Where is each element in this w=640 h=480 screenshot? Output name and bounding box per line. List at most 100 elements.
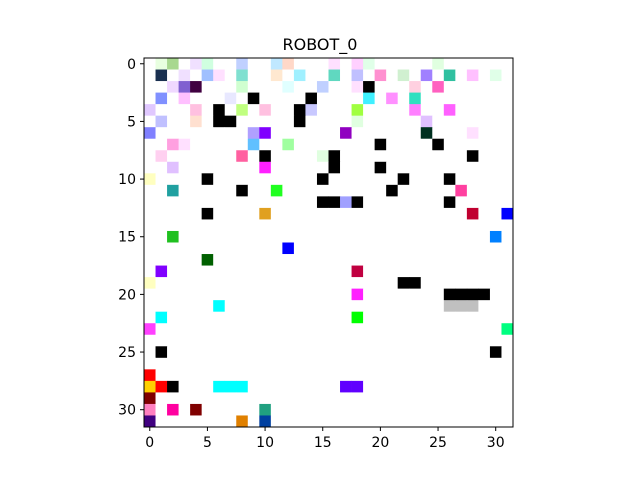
- heatmap-cell: [305, 58, 318, 70]
- heatmap-cell: [270, 369, 283, 382]
- heatmap-cell: [420, 69, 433, 82]
- heatmap-cell: [190, 196, 203, 209]
- heatmap-cell: [201, 184, 214, 197]
- heatmap-cell: [190, 415, 203, 428]
- heatmap-cell: [351, 207, 364, 220]
- heatmap-cell: [236, 288, 249, 301]
- heatmap-cell: [386, 184, 399, 197]
- heatmap-cell: [478, 380, 491, 393]
- heatmap-cell: [213, 115, 226, 128]
- heatmap-cell: [386, 127, 399, 140]
- heatmap-cell: [374, 230, 387, 243]
- heatmap-cell: [316, 138, 329, 151]
- heatmap-cell: [270, 173, 283, 186]
- heatmap-cell: [478, 242, 491, 255]
- heatmap-cell: [293, 173, 306, 186]
- heatmap-cell: [155, 173, 168, 186]
- heatmap-cell: [397, 161, 410, 174]
- heatmap-cell: [374, 92, 387, 105]
- heatmap-cell: [155, 196, 168, 209]
- heatmap-cell: [190, 115, 203, 128]
- heatmap-cell: [305, 173, 318, 186]
- heatmap-cell: [501, 323, 514, 336]
- heatmap-cell: [340, 138, 352, 151]
- heatmap-cell: [420, 150, 433, 163]
- heatmap-cell: [363, 254, 375, 266]
- heatmap-cell: [213, 81, 226, 93]
- heatmap-cell: [432, 415, 445, 428]
- heatmap-cell: [409, 392, 422, 405]
- heatmap-cell: [455, 196, 468, 209]
- heatmap-cell: [270, 311, 283, 324]
- heatmap-cell: [397, 392, 410, 405]
- heatmap-cell: [489, 69, 502, 82]
- heatmap-cell: [178, 115, 191, 128]
- heatmap-cell: [455, 138, 468, 151]
- heatmap-cell: [351, 104, 364, 117]
- heatmap-cell: [236, 184, 249, 197]
- heatmap-cell: [201, 196, 214, 209]
- heatmap-cell: [340, 184, 352, 197]
- heatmap-cell: [478, 392, 491, 405]
- heatmap-cell: [247, 346, 260, 359]
- heatmap-cell: [190, 323, 203, 336]
- heatmap-cell: [201, 277, 214, 289]
- heatmap-cell: [224, 346, 237, 359]
- heatmap-cell: [374, 127, 387, 140]
- heatmap-cell: [305, 184, 318, 197]
- heatmap-cell: [501, 138, 514, 151]
- heatmap-cell: [409, 150, 422, 163]
- heatmap-cell: [178, 403, 191, 416]
- heatmap-cell: [478, 115, 491, 128]
- heatmap-cell: [386, 138, 399, 151]
- heatmap-cell: [340, 242, 352, 255]
- heatmap-cell: [316, 161, 329, 174]
- heatmap-cell: [409, 207, 422, 220]
- heatmap-cell: [386, 58, 399, 70]
- y-tick-label: 5: [127, 114, 136, 130]
- heatmap-cell: [489, 369, 502, 382]
- heatmap-cell: [236, 104, 249, 117]
- heatmap-cell: [247, 81, 260, 93]
- heatmap-cell: [167, 219, 179, 232]
- heatmap-cell: [293, 150, 306, 163]
- heatmap-cell: [247, 357, 260, 370]
- heatmap-cell: [247, 369, 260, 382]
- heatmap-cell: [409, 138, 422, 151]
- heatmap-cell: [167, 184, 179, 197]
- heatmap-cell: [213, 369, 226, 382]
- heatmap-cell: [178, 323, 191, 336]
- heatmap-cell: [247, 380, 260, 393]
- heatmap-cell: [259, 254, 272, 266]
- heatmap-cell: [282, 161, 295, 174]
- heatmap-cell: [443, 242, 456, 255]
- heatmap-cell: [397, 242, 410, 255]
- heatmap-cell: [466, 196, 479, 209]
- heatmap-cell: [397, 357, 410, 370]
- heatmap-cell: [201, 81, 214, 93]
- heatmap-cell: [455, 311, 468, 324]
- heatmap-cell: [374, 161, 387, 174]
- heatmap-cell: [363, 288, 375, 301]
- heatmap-cell: [259, 173, 272, 186]
- heatmap-cell: [167, 323, 179, 336]
- heatmap-cell: [155, 69, 168, 82]
- heatmap-cell: [316, 230, 329, 243]
- heatmap-cell: [432, 369, 445, 382]
- heatmap-cell: [374, 265, 387, 278]
- heatmap-cell: [374, 115, 387, 128]
- heatmap-cell: [178, 138, 191, 151]
- heatmap-cell: [351, 277, 364, 289]
- heatmap-cell: [259, 219, 272, 232]
- heatmap-cell: [190, 230, 203, 243]
- heatmap-cell: [489, 346, 502, 359]
- heatmap-cell: [293, 265, 306, 278]
- heatmap-cell: [224, 242, 237, 255]
- heatmap-cell: [247, 115, 260, 128]
- heatmap-cell: [316, 184, 329, 197]
- heatmap-cell: [259, 323, 272, 336]
- heatmap-cell: [351, 58, 364, 70]
- heatmap-cell: [386, 277, 399, 289]
- heatmap-cell: [167, 392, 179, 405]
- heatmap-cell: [201, 334, 214, 347]
